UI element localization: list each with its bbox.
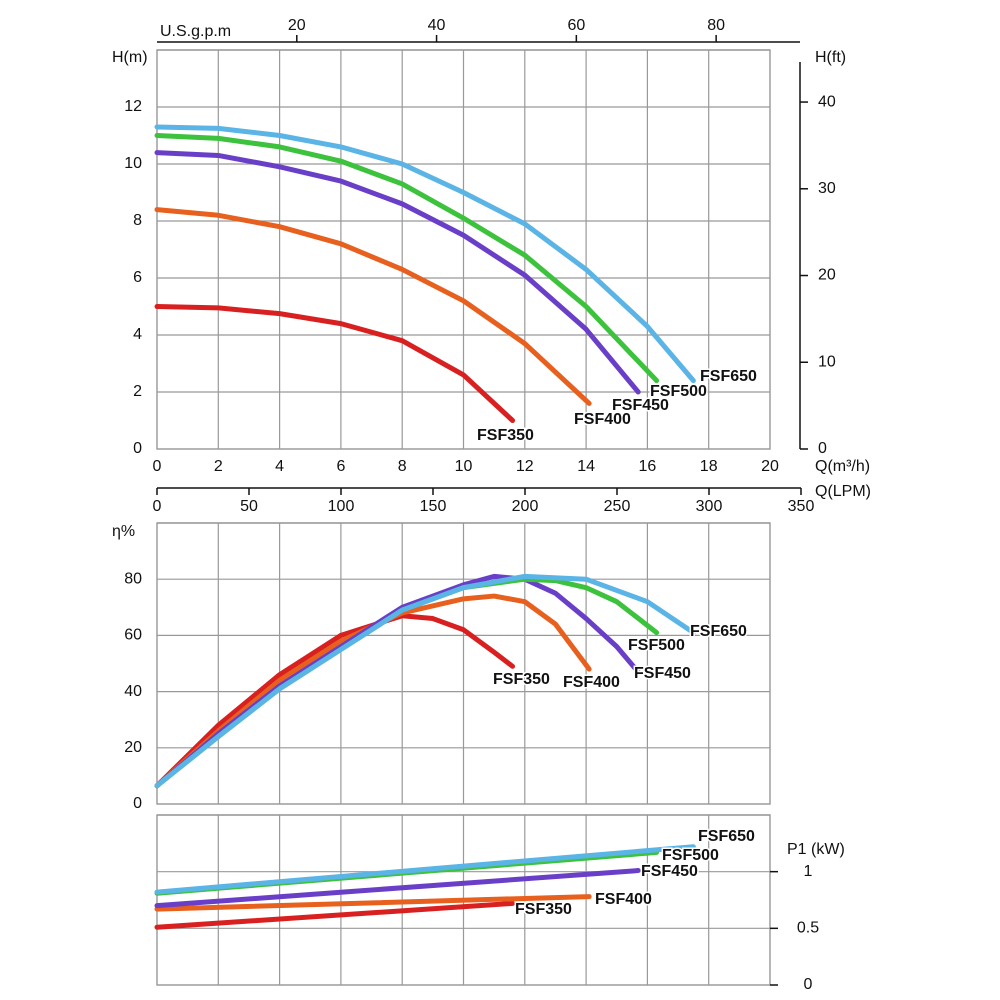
lpm-tick-label: 100: [328, 498, 355, 515]
y2-tick-label: 0: [818, 440, 827, 457]
x-tick-label: 4: [275, 458, 284, 475]
series-label: FSF350: [477, 427, 534, 444]
y-tick-label: 0: [133, 440, 142, 457]
series-label: FSF350: [515, 901, 572, 918]
gpm-axis-label: U.S.g.p.m: [160, 23, 231, 40]
series-label: FSF500: [650, 383, 707, 400]
y-tick-label: 0: [804, 976, 813, 993]
lpm-tick-label: 250: [604, 498, 631, 515]
y2-tick-label: 40: [818, 93, 836, 110]
gpm-tick-label: 80: [707, 17, 725, 34]
series-line: [154, 573, 696, 789]
y-tick-label: 1: [804, 863, 813, 880]
y-tick-label: 0.5: [797, 920, 819, 937]
lpm-tick-label: 50: [240, 498, 258, 515]
x-tick-label: 10: [455, 458, 473, 475]
y-tick-label: 80: [124, 570, 142, 587]
lpm-tick-label: 0: [153, 498, 162, 515]
series-label: FSF350: [493, 671, 550, 688]
series-line: [154, 894, 592, 912]
series-label: FSF450: [612, 397, 669, 414]
series-label: FSF450: [641, 863, 698, 880]
series-line: [154, 900, 516, 930]
series-label: FSF650: [700, 368, 757, 385]
series-label: FSF500: [662, 847, 719, 864]
y-tick-label: 12: [124, 98, 142, 115]
series-label: FSF400: [595, 891, 652, 908]
gpm-tick-label: 40: [428, 17, 446, 34]
x-tick-label: 8: [398, 458, 407, 475]
series-line: [154, 133, 660, 384]
series-line: [154, 593, 592, 789]
y-tick-label: 0: [133, 795, 142, 812]
series-label: FSF400: [574, 411, 631, 428]
y-axis-label: P1 (kW): [787, 841, 845, 858]
lpm-tick-label: 300: [696, 498, 723, 515]
series-line: [154, 868, 641, 909]
y2-tick-label: 10: [818, 353, 836, 370]
series-label: FSF500: [628, 637, 685, 654]
y2-tick-label: 30: [818, 180, 836, 197]
x-tick-label: 2: [214, 458, 223, 475]
series-line: [154, 124, 696, 384]
x-tick-label: 18: [700, 458, 718, 475]
gpm-tick-label: 20: [288, 17, 306, 34]
y-tick-label: 4: [133, 326, 142, 343]
x-tick-label: 6: [336, 458, 345, 475]
series-label: FSF650: [698, 828, 755, 845]
y2-axis-label: H(ft): [815, 49, 846, 66]
series-label: FSF650: [690, 623, 747, 640]
y-tick-label: 8: [133, 212, 142, 229]
lpm-axis-label: Q(LPM): [815, 483, 871, 500]
series-label: FSF400: [563, 674, 620, 691]
lpm-tick-label: 150: [420, 498, 447, 515]
series-line: [154, 150, 641, 395]
y-axis-label: η%: [112, 523, 135, 540]
x-tick-label: 20: [761, 458, 779, 475]
gpm-tick-label: 60: [567, 17, 585, 34]
x-tick-label: 12: [516, 458, 534, 475]
x-tick-label: 14: [577, 458, 595, 475]
series-line: [154, 304, 516, 423]
x-tick-label: 0: [153, 458, 162, 475]
series-line: [154, 207, 592, 406]
y-tick-label: 40: [124, 683, 142, 700]
y-tick-label: 6: [133, 269, 142, 286]
lpm-tick-label: 200: [512, 498, 539, 515]
x-tick-label: 16: [639, 458, 657, 475]
y-tick-label: 60: [124, 627, 142, 644]
x-axis-label: Q(m³/h): [815, 458, 870, 475]
series-label: FSF450: [634, 665, 691, 682]
y-tick-label: 2: [133, 383, 142, 400]
series-line: [154, 613, 516, 789]
y-tick-label: 20: [124, 739, 142, 756]
lpm-tick-label: 350: [788, 498, 815, 515]
y-tick-label: 10: [124, 155, 142, 172]
y-axis-label: H(m): [112, 49, 148, 66]
series-line: [154, 844, 696, 895]
y2-tick-label: 20: [818, 267, 836, 284]
